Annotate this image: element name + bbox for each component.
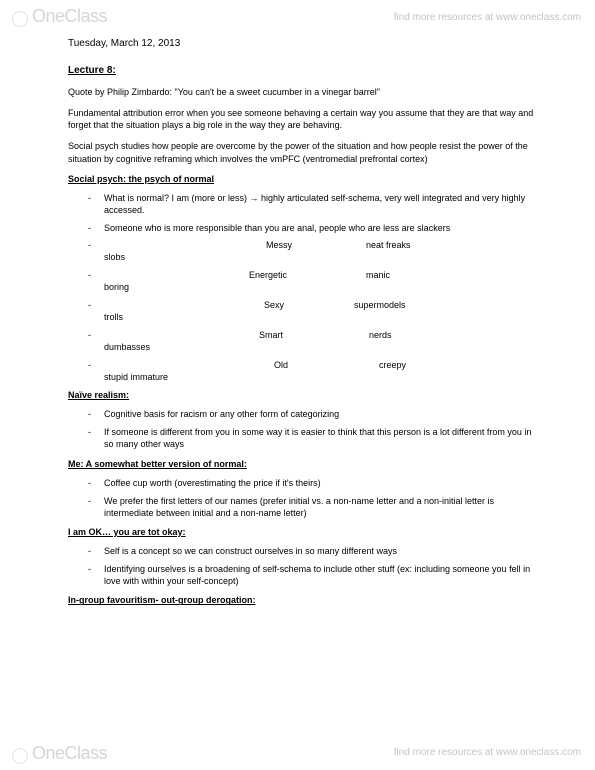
- list-item: - Identifying ourselves is a broadening …: [68, 563, 540, 587]
- list-item: - Self is a concept so we can construct …: [68, 545, 540, 557]
- list-text: Identifying ourselves is a broadening of…: [104, 563, 540, 587]
- list-item: - We prefer the first letters of our nam…: [68, 495, 540, 519]
- trait-pair: - Energetic manic boring: [68, 270, 540, 292]
- watermark-link-top: find more resources at www.oneclass.com: [394, 12, 581, 23]
- trait-pair: - Messy neat freaks slobs: [68, 240, 540, 262]
- body-para: Fundamental attribution error when you s…: [68, 107, 540, 131]
- bullet-dash: -: [88, 222, 104, 234]
- trait-below: boring: [68, 282, 540, 292]
- logo-circle-icon: [12, 748, 28, 764]
- trait-left: Old: [274, 360, 379, 370]
- section-heading: Me: A somewhat better version of normal:: [68, 459, 540, 469]
- section-heading: Social psych: the psych of normal: [68, 174, 540, 184]
- trait-left: Sexy: [264, 300, 354, 310]
- list-text: Coffee cup worth (overestimating the pri…: [104, 477, 540, 489]
- list-text: We prefer the first letters of our names…: [104, 495, 540, 519]
- bullet-dash: -: [68, 270, 104, 280]
- trait-right: neat freaks: [366, 240, 411, 250]
- list-text: Someone who is more responsible than you…: [104, 222, 540, 234]
- list-item: - Someone who is more responsible than y…: [68, 222, 540, 234]
- document-page: Tuesday, March 12, 2013 Lecture 8: Quote…: [0, 0, 595, 653]
- list-text: If someone is different from you in some…: [104, 426, 540, 450]
- trait-below: dumbasses: [68, 342, 540, 352]
- section-heading: I am OK… you are tot okay:: [68, 527, 540, 537]
- body-para: Social psych studies how people are over…: [68, 140, 540, 164]
- brand-one: One: [32, 6, 65, 26]
- trait-right: manic: [366, 270, 390, 280]
- trait-pair-top: - Sexy supermodels: [68, 300, 540, 310]
- list-text: Self is a concept so we can construct ou…: [104, 545, 540, 557]
- trait-below: trolls: [68, 312, 540, 322]
- trait-pair-top: - Old creepy: [68, 360, 540, 370]
- list-item: - What is normal? I am (more or less) → …: [68, 192, 540, 216]
- trait-right: creepy: [379, 360, 406, 370]
- watermark-bottom: OneClass: [12, 743, 107, 764]
- bullet-dash: -: [88, 477, 104, 489]
- trait-right: nerds: [369, 330, 392, 340]
- quote-para: Quote by Philip Zimbardo: "You can't be …: [68, 86, 540, 98]
- list-item: - If someone is different from you in so…: [68, 426, 540, 450]
- lecture-title: Lecture 8:: [68, 65, 540, 76]
- trait-right: supermodels: [354, 300, 406, 310]
- trait-pair-top: - Messy neat freaks: [68, 240, 540, 250]
- trait-below: stupid immature: [68, 372, 540, 382]
- brand-logo: OneClass: [32, 743, 107, 764]
- bullet-dash: -: [68, 330, 104, 340]
- list-text: Cognitive basis for racism or any other …: [104, 408, 540, 420]
- section-heading: Naïve realism:: [68, 390, 540, 400]
- bullet-dash: -: [68, 240, 104, 250]
- bullet-dash: -: [88, 426, 104, 450]
- watermark-top: OneClass: [12, 6, 107, 27]
- trait-pair: - Sexy supermodels trolls: [68, 300, 540, 322]
- bullet-dash: -: [68, 300, 104, 310]
- logo-circle-icon: [12, 11, 28, 27]
- section-heading: In-group favouritism- out-group derogati…: [68, 595, 540, 605]
- bullet-dash: -: [68, 360, 104, 370]
- trait-pair: - Smart nerds dumbasses: [68, 330, 540, 352]
- brand-class: Class: [65, 6, 108, 26]
- bullet-dash: -: [88, 563, 104, 587]
- trait-left: Smart: [259, 330, 369, 340]
- brand-logo: OneClass: [32, 6, 107, 27]
- trait-left: Messy: [266, 240, 366, 250]
- brand-one: One: [32, 743, 65, 763]
- trait-left: Energetic: [249, 270, 366, 280]
- trait-pair-top: - Energetic manic: [68, 270, 540, 280]
- trait-pair-top: - Smart nerds: [68, 330, 540, 340]
- bullet-dash: -: [88, 545, 104, 557]
- bullet-dash: -: [88, 192, 104, 216]
- watermark-link-bottom: find more resources at www.oneclass.com: [394, 747, 581, 758]
- trait-pair: - Old creepy stupid immature: [68, 360, 540, 382]
- list-item: - Cognitive basis for racism or any othe…: [68, 408, 540, 420]
- trait-below: slobs: [68, 252, 540, 262]
- bullet-dash: -: [88, 495, 104, 519]
- list-item: - Coffee cup worth (overestimating the p…: [68, 477, 540, 489]
- list-text: What is normal? I am (more or less) → hi…: [104, 192, 540, 216]
- bullet-dash: -: [88, 408, 104, 420]
- document-date: Tuesday, March 12, 2013: [68, 38, 540, 49]
- brand-class: Class: [65, 743, 108, 763]
